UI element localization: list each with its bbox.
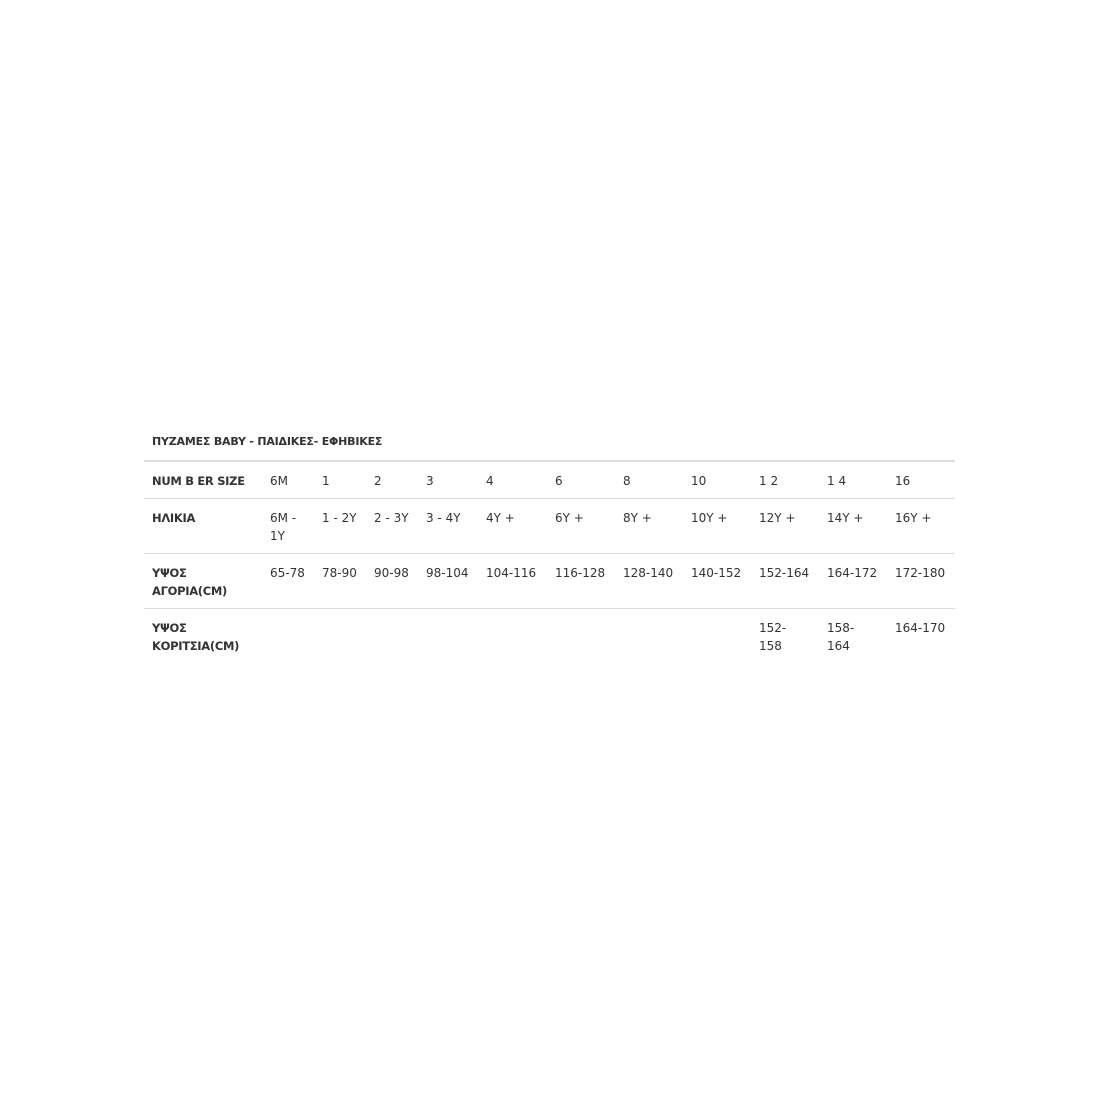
table-cell: 2 (374, 474, 382, 488)
table-cell: 16Y + (895, 511, 932, 525)
table-cell: 12Y + (759, 511, 796, 525)
table-cell (418, 609, 478, 664)
table-cell (314, 609, 366, 664)
table-cell: 4Y + (486, 511, 515, 525)
table-cell (615, 609, 683, 664)
row-label: NUM B ER SIZE (152, 474, 245, 488)
table-cell: 152- 158 (759, 621, 787, 653)
table-cell: 6M - 1Y (270, 511, 297, 543)
table-cell: 128-140 (623, 566, 674, 580)
table-cell: 65-78 (270, 566, 305, 580)
table-cell (262, 609, 314, 664)
table-cell (478, 609, 547, 664)
row-label: ΗΛΙΚΙΑ (152, 511, 196, 525)
table-cell: 3 (426, 474, 434, 488)
table-cell: 164-170 (895, 621, 946, 635)
table-cell: 78-90 (322, 566, 357, 580)
table-cell (683, 609, 751, 664)
table-cell: 152-164 (759, 566, 810, 580)
table-cell: 6Y + (555, 511, 584, 525)
row-label: ΥΨΟΣ ΚΟΡΙΤΣΙΑ(CM) (152, 621, 240, 653)
table-cell: 164-172 (827, 566, 878, 580)
table-row: ΥΨΟΣ ΚΟΡΙΤΣΙΑ(CM) 152- 158 158- 164 164-170 (144, 608, 955, 664)
table-cell: 16 (895, 474, 911, 488)
table-row: ΥΨΟΣ ΑΓΟΡΙΑ(CM) 65-78 78-90 90-98 98-104 104-… (144, 553, 955, 609)
table-cell: 3 - 4Y (426, 511, 461, 525)
table-cell: 98-104 (426, 566, 469, 580)
table-cell: 6M (270, 474, 288, 488)
table-cell: 8 (623, 474, 631, 488)
table-cell: 4 (486, 474, 494, 488)
table-cell: 90-98 (374, 566, 409, 580)
table-cell: 1 2 (759, 474, 779, 488)
table-cell: 104-116 (486, 566, 537, 580)
table-cell: 1 4 (827, 474, 847, 488)
table-cell: 172-180 (895, 566, 946, 580)
table-title: ΠΥΖΑΜΕΣ BABY - ΠΑΙΔΙΚΕΣ- ΕΦΗΒΙΚΕΣ (152, 435, 383, 448)
table-cell: 2 - 3Y (374, 511, 409, 525)
table-cell: 10 (691, 474, 707, 488)
table-row: ΗΛΙΚΙΑ 6M - 1Y 1 - 2Y 2 - 3Y 3 - 4Y 4Y + 6Y + 8… (144, 498, 955, 554)
table-cell (547, 609, 615, 664)
table-cell (366, 609, 418, 664)
row-label: ΥΨΟΣ ΑΓΟΡΙΑ(CM) (152, 566, 228, 598)
table-cell: 140-152 (691, 566, 742, 580)
table-cell: 1 (322, 474, 330, 488)
table-cell: 116-128 (555, 566, 606, 580)
table-cell: 10Y + (691, 511, 728, 525)
table-cell: 14Y + (827, 511, 864, 525)
table-cell: 158- 164 (827, 621, 855, 653)
table-cell: 1 - 2Y (322, 511, 357, 525)
table-cell: 8Y + (623, 511, 652, 525)
table-cell: 6 (555, 474, 563, 488)
